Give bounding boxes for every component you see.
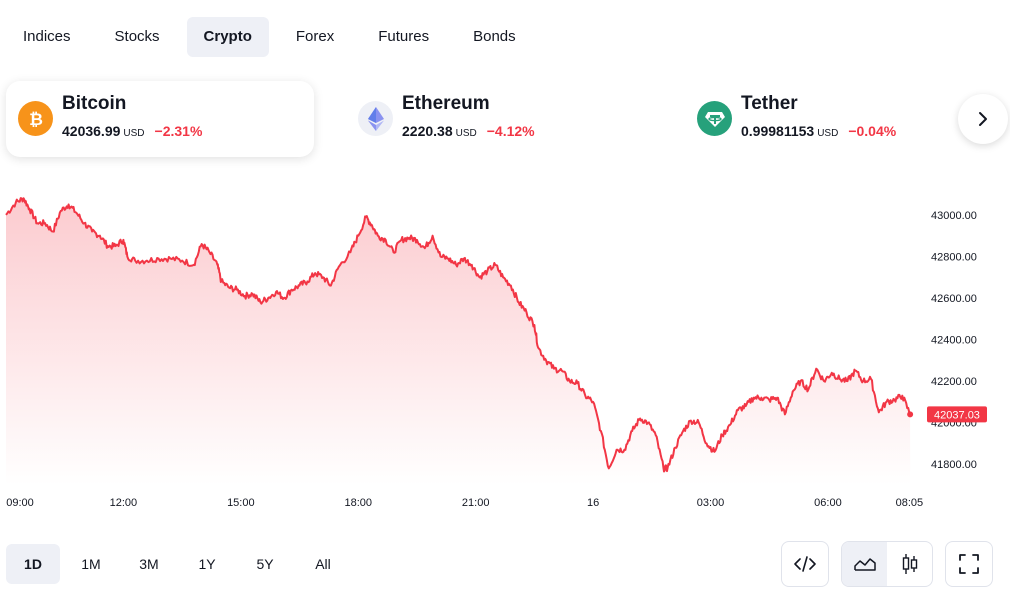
x-tick-label: 18:00: [344, 497, 372, 509]
chevron-right-icon: [979, 112, 987, 126]
last-price-dot: [907, 411, 914, 418]
candle-style-button[interactable]: [887, 542, 932, 586]
coin-card-tether[interactable]: Tether 0.99981153 USD −0.04%: [685, 81, 955, 157]
y-tick-label: 42400.00: [931, 335, 977, 347]
tab-bonds[interactable]: Bonds: [473, 28, 516, 45]
y-tick-label: 43000.00: [931, 210, 977, 222]
coin-price: 42036.99: [62, 123, 121, 139]
range-5y[interactable]: 5Y: [256, 556, 274, 572]
range-3m[interactable]: 3M: [139, 556, 159, 572]
code-icon: [794, 556, 816, 572]
svg-text:₿: ₿: [29, 110, 43, 129]
market-tabs: Indices Stocks Crypto Forex Futures Bond…: [6, 17, 543, 57]
coin-name: Ethereum: [402, 93, 490, 114]
y-axis: 43000.00 42800.00 42600.00 42400.00 42200.00…: [931, 210, 977, 471]
tab-forex[interactable]: Forex: [295, 28, 335, 45]
y-tick-label: 41800.00: [931, 459, 977, 471]
price-area: [6, 198, 911, 485]
y-tick-label: 42200.00: [931, 376, 977, 388]
coin-name: Bitcoin: [62, 93, 127, 114]
tab-crypto[interactable]: Crypto: [186, 17, 269, 57]
coin-carousel: ₿ Bitcoin 42036.99 USD −2.31% Ethereum 222…: [6, 81, 1010, 157]
x-tick-label: 15:00: [227, 497, 255, 509]
fullscreen-icon: [959, 554, 979, 574]
range-1d[interactable]: 1D: [6, 544, 60, 584]
coin-price: 2220.38: [402, 123, 453, 139]
tether-icon: [697, 101, 732, 136]
tab-indices[interactable]: Indices: [23, 28, 71, 45]
ethereum-icon: [358, 101, 393, 136]
y-tick-label: 42800.00: [931, 251, 977, 263]
x-tick-label: 09:00: [6, 497, 34, 509]
coin-card-bitcoin[interactable]: ₿ Bitcoin 42036.99 USD −2.31%: [6, 81, 314, 157]
range-all[interactable]: All: [315, 556, 331, 572]
coin-price: 0.99981153: [741, 123, 815, 139]
area-style-button[interactable]: [842, 542, 887, 586]
embed-button[interactable]: [781, 541, 829, 587]
x-axis: 09:00 12:00 15:00 18:00 21:00 16 03:00 06:00 08:…: [6, 497, 923, 509]
area-chart-icon: [853, 558, 876, 571]
x-tick-label: 21:00: [462, 497, 490, 509]
price-chart[interactable]: 43000.00 42800.00 42600.00 42400.00 42200.00…: [0, 180, 1010, 520]
x-tick-label: 06:00: [814, 497, 842, 509]
tab-stocks[interactable]: Stocks: [114, 28, 160, 45]
bitcoin-icon: ₿: [18, 101, 53, 136]
y-tick-label: 42600.00: [931, 293, 977, 305]
x-tick-label: 12:00: [110, 497, 138, 509]
price-line: [5, 197, 912, 473]
range-selector: 1D 1M 3M 1Y 5Y All: [6, 544, 354, 584]
tab-futures[interactable]: Futures: [378, 28, 430, 45]
coin-currency: USD: [123, 128, 145, 139]
x-tick-label: 08:05: [896, 497, 924, 509]
chart-style-toggle: [841, 541, 933, 587]
x-tick-label: 16: [587, 497, 599, 509]
range-1m[interactable]: 1M: [81, 556, 101, 572]
last-price-text: 42037.03: [934, 409, 980, 421]
candlestick-icon: [902, 554, 917, 574]
coin-currency: USD: [817, 128, 839, 139]
last-price-label: 42037.03: [927, 406, 987, 423]
coin-change: −0.04%: [848, 123, 897, 139]
next-button[interactable]: [958, 94, 1008, 144]
range-1y[interactable]: 1Y: [198, 556, 216, 572]
coin-currency: USD: [455, 128, 477, 139]
coin-change: −2.31%: [154, 123, 203, 139]
coin-card-ethereum[interactable]: Ethereum 2220.38 USD −4.12%: [346, 81, 646, 157]
x-tick-label: 03:00: [697, 497, 725, 509]
fullscreen-button[interactable]: [945, 541, 993, 587]
coin-name: Tether: [741, 93, 798, 114]
coin-change: −4.12%: [486, 123, 535, 139]
